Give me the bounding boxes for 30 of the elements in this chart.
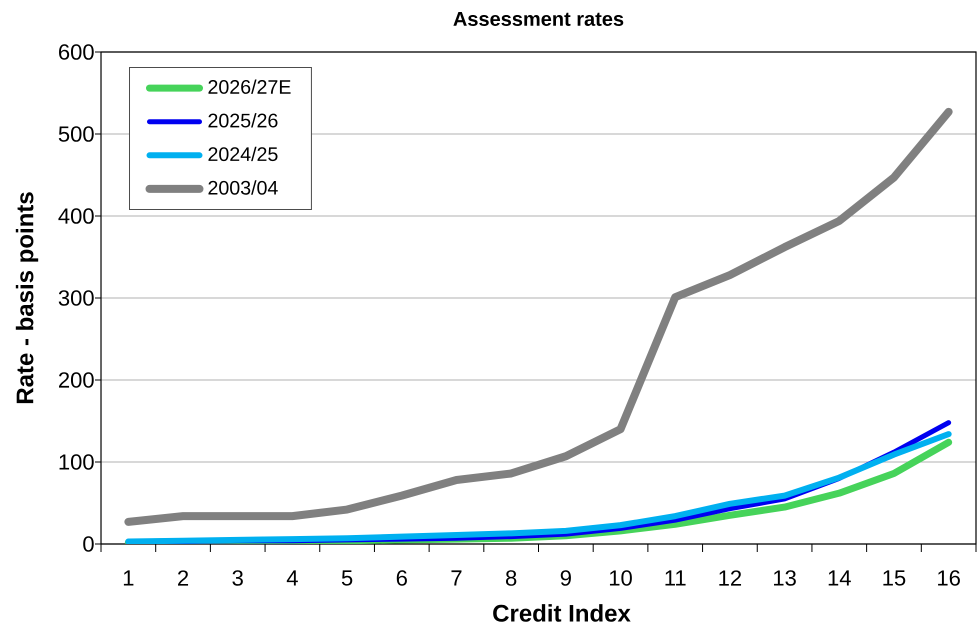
- y-axis-title: Rate - basis points: [16, 192, 38, 404]
- y-tick-label: 200: [59, 372, 94, 388]
- x-tick-label: 14: [828, 570, 851, 586]
- x-tick-label: 3: [232, 570, 243, 586]
- y-tick-label: 0: [83, 536, 94, 552]
- x-tick-label: 2: [178, 570, 188, 586]
- y-tick-label: 300: [58, 290, 94, 306]
- x-tick-label: 10: [610, 570, 632, 586]
- x-tick-label: 7: [451, 570, 462, 586]
- x-tick-label: 13: [774, 570, 796, 586]
- y-tick-label: 600: [59, 44, 94, 60]
- legend-label: 2025/26: [208, 113, 278, 128]
- y-tick-label: 100: [60, 454, 94, 470]
- legend-label: 2026/27E: [208, 80, 291, 94]
- x-tick-label: 5: [342, 570, 352, 586]
- chart-title: Assessment rates: [453, 12, 624, 26]
- x-tick-label: 11: [665, 570, 686, 586]
- y-tick-label: 400: [58, 208, 94, 224]
- x-tick-label: 12: [719, 570, 742, 586]
- x-tick-label: 9: [560, 570, 571, 586]
- x-tick-label: 1: [124, 570, 134, 586]
- x-tick-label: 4: [286, 570, 298, 586]
- x-axis-title: Credit Index: [493, 604, 631, 622]
- legend-label: 2024/25: [208, 146, 278, 162]
- x-tick-label: 8: [506, 570, 516, 586]
- y-tick-label: 500: [58, 126, 94, 142]
- legend-label: 2003/04: [208, 180, 278, 195]
- x-tick-label: 16: [938, 570, 960, 586]
- x-tick-label: 15: [883, 570, 906, 586]
- x-tick-label: 6: [396, 570, 407, 586]
